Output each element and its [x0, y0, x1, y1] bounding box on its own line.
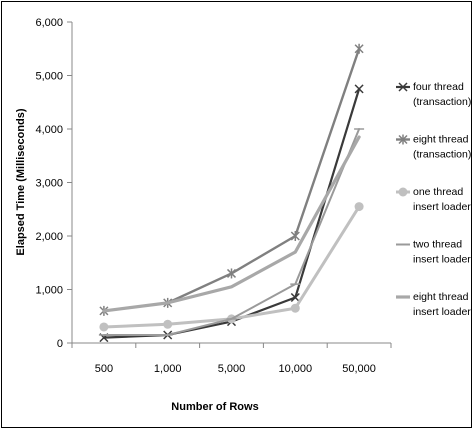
legend-label: eight thread: [413, 134, 469, 146]
legend-item: one thread insert loader: [396, 186, 471, 213]
series-2: [99, 43, 364, 316]
legend-marker: [398, 134, 408, 145]
legend-label: (transaction): [413, 96, 471, 108]
y-tick-label: 2,000: [35, 231, 63, 243]
data-point: [290, 292, 300, 303]
y-tick-label: 3,000: [35, 178, 63, 190]
data-point: [290, 231, 300, 241]
x-tick-label: 1,000: [154, 363, 182, 375]
legend-marker: [398, 82, 408, 92]
legend-label: (transaction): [413, 149, 471, 161]
y-tick-label: 0: [57, 338, 63, 350]
series-5: [102, 135, 361, 313]
legend-label: one thread: [413, 186, 463, 198]
series-line: [102, 87, 361, 339]
data-point: [354, 202, 364, 212]
y-tick-label: 6,000: [35, 17, 63, 29]
x-tick-label: 500: [95, 363, 113, 375]
y-tick-label: 4,000: [35, 124, 63, 136]
x-tick-label: 50,000: [342, 363, 376, 375]
series-layer: [98, 43, 365, 343]
legend-label: insert loader: [413, 254, 471, 266]
legend-label: eight thread: [413, 291, 469, 303]
x-tick-label: 5,000: [218, 363, 246, 375]
data-point: [163, 319, 173, 329]
axes: [67, 21, 392, 348]
x-axis-title: Number of Rows: [171, 401, 258, 413]
legend-label: two thread: [413, 239, 462, 251]
y-tick-label: 1,000: [35, 285, 63, 297]
tick-labels: 0 1,000 2,000 3,000 4,000 5,000 6,000 500 1,000 5…: [35, 17, 375, 375]
legend-label: insert loader: [413, 201, 471, 213]
x-tick-label: 10,000: [278, 363, 312, 375]
legend: four thread (transaction) eight thread (tra…: [396, 81, 471, 318]
legend-item: four thread (transaction): [396, 81, 471, 108]
legend-label: insert loader: [413, 306, 471, 318]
y-axis-title: Elapsed Time (Milliseconds): [15, 108, 27, 255]
x-marker-stroke: [354, 84, 364, 94]
legend-item: eight thread (transaction): [396, 134, 471, 161]
data-point: [290, 303, 300, 313]
data-point: [354, 84, 364, 94]
data-point: [354, 43, 364, 54]
data-point: [226, 268, 237, 279]
series-line: [102, 135, 361, 313]
legend-marker: [398, 187, 408, 197]
legend-item: eight thread insert loader: [396, 291, 471, 318]
x-marker-stroke: [290, 292, 300, 303]
series-3: [99, 202, 364, 332]
data-point: [99, 322, 109, 332]
series-4: [98, 128, 365, 336]
legend-item: two thread insert loader: [396, 239, 471, 266]
legend-label: four thread: [413, 81, 464, 93]
y-tick-label: 5,000: [35, 71, 63, 83]
x-marker-stroke: [398, 82, 408, 92]
